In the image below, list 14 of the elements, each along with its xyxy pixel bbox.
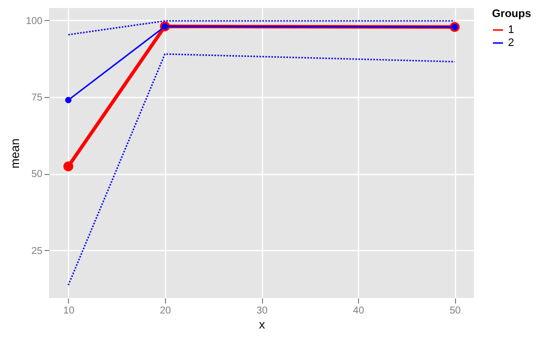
x-axis-title: x: [259, 318, 265, 332]
x-tick-label: 10: [63, 306, 75, 316]
y-tick-label: 25: [31, 246, 43, 257]
x-tick-label: 40: [353, 306, 365, 316]
y-tick-label: 75: [31, 92, 43, 104]
y-axis-title: mean: [8, 138, 22, 169]
legend-title: Groups: [492, 8, 532, 20]
y-tick-label: 50: [31, 169, 43, 180]
legend-label: 2: [508, 37, 514, 49]
x-tick-label: 30: [256, 306, 268, 316]
legend-label: 1: [508, 24, 514, 36]
x-tick-label: 20: [160, 306, 172, 316]
x-tick-label: 50: [450, 306, 462, 316]
y-tick-label: 100: [26, 16, 43, 27]
